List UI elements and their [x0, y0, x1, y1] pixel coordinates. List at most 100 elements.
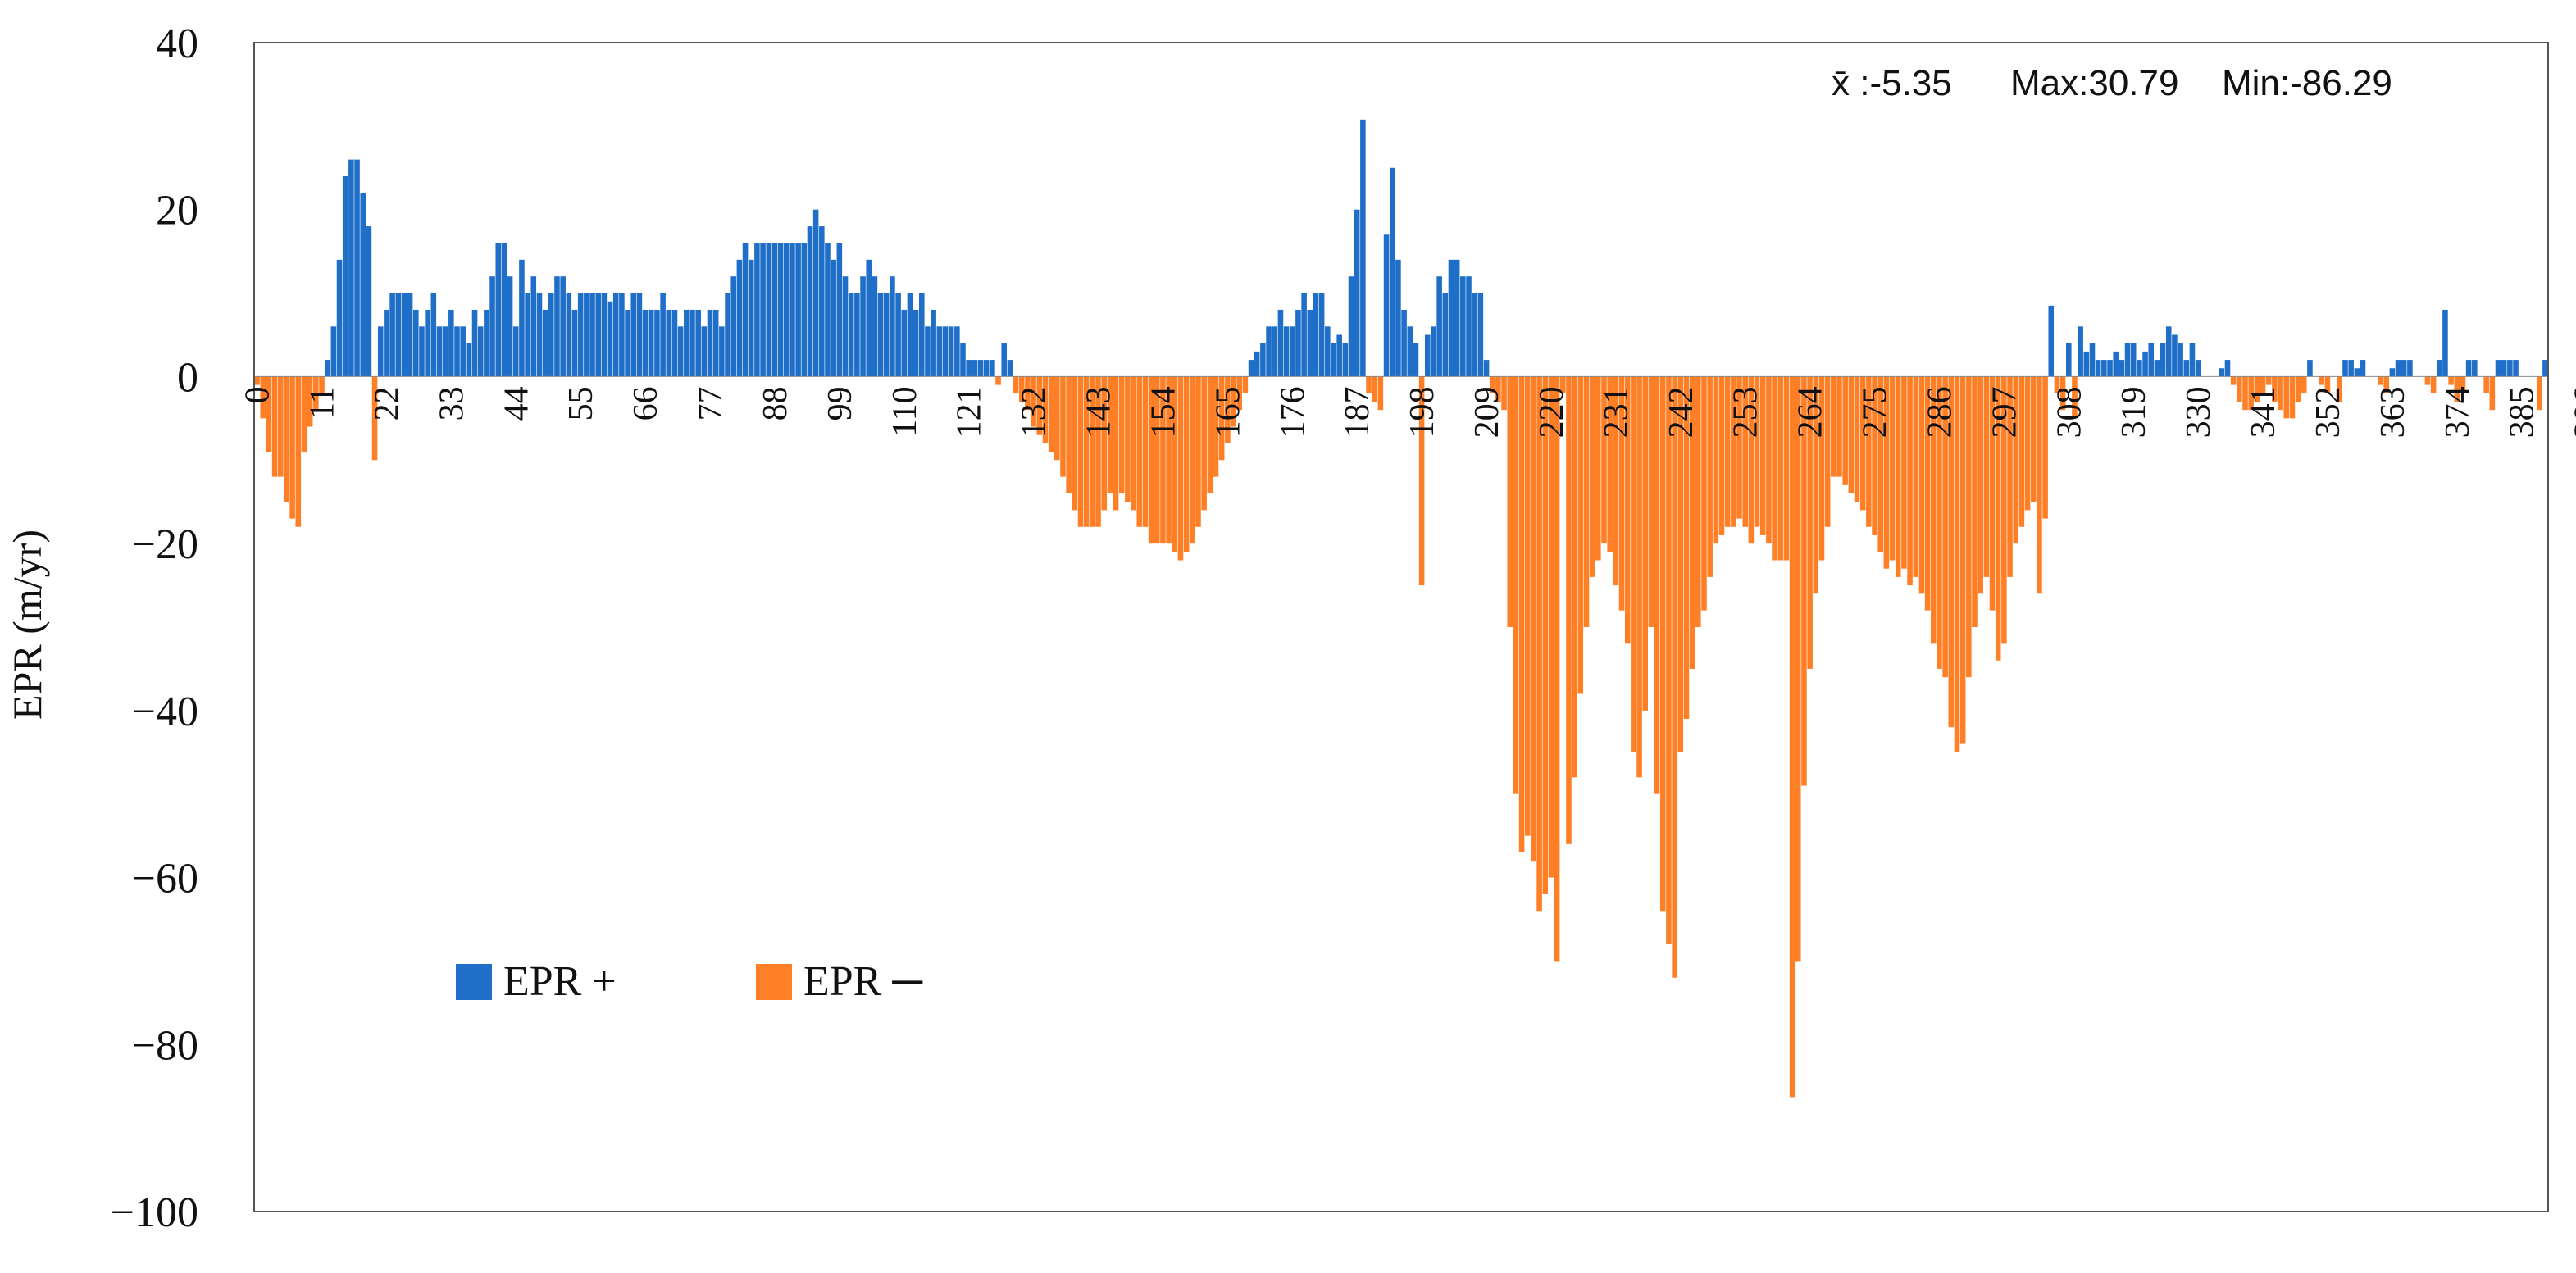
bar-negative: [1854, 376, 1860, 502]
bar-positive: [636, 293, 643, 377]
bar-positive: [707, 309, 713, 377]
x-tick-label: 44: [498, 386, 535, 421]
bar-negative: [1377, 376, 1384, 411]
bar-negative: [1066, 376, 1072, 494]
bar-positive: [1295, 309, 1301, 377]
bar-negative: [1754, 376, 1760, 527]
bar-positive: [571, 309, 578, 377]
bar-positive: [866, 259, 872, 377]
bar-positive: [512, 326, 519, 377]
bar-positive: [2342, 360, 2348, 377]
bar-negative: [278, 376, 284, 477]
bar-positive: [983, 360, 990, 377]
bar-negative: [1824, 376, 1831, 527]
y-tick-label: −40: [132, 689, 198, 735]
bar-positive: [2066, 343, 2072, 377]
bar-negative: [1695, 376, 1701, 627]
bar-negative: [1183, 376, 1190, 552]
bar-negative: [1877, 376, 1883, 552]
x-tick-label: 242: [1663, 386, 1700, 438]
bar-negative: [1524, 376, 1531, 836]
bar-positive: [407, 293, 413, 377]
bar-negative: [2013, 376, 2018, 544]
bar-negative: [2383, 376, 2389, 393]
bar-negative: [1995, 376, 2001, 661]
bar-positive: [742, 243, 749, 377]
bar-positive: [389, 293, 395, 377]
bar-negative: [1131, 376, 1136, 511]
y-tick-label: −60: [132, 856, 198, 902]
bar-negative: [2230, 376, 2237, 385]
bar-positive: [831, 259, 836, 377]
stats-mean: x̄ :-5.35: [1832, 63, 1952, 103]
bar-negative: [1566, 376, 1572, 844]
bar-positive: [1001, 343, 1008, 377]
y-tick-label: −100: [111, 1189, 198, 1236]
bar-negative: [1190, 376, 1195, 544]
bar-negative: [1489, 376, 1495, 393]
legend-label-positive: EPR +: [503, 958, 617, 1005]
bar-negative: [1818, 376, 1825, 561]
bar-negative: [1748, 376, 1755, 544]
bar-positive: [519, 259, 525, 377]
bar-positive: [966, 360, 972, 377]
bar-positive: [790, 243, 795, 377]
bar-positive: [2101, 360, 2107, 377]
bar-negative: [1724, 376, 1731, 527]
bar-negative: [1937, 376, 1942, 669]
bar-negative: [1090, 376, 1095, 527]
bar-negative: [2430, 376, 2437, 393]
bar-positive: [630, 293, 637, 377]
bar-positive: [2089, 343, 2096, 377]
bar-positive: [1442, 293, 1449, 377]
bar-positive: [2183, 360, 2190, 377]
bar-positive: [442, 326, 448, 377]
bar-negative: [1048, 376, 1054, 452]
bar-negative: [1601, 376, 1607, 544]
bar-negative: [1572, 376, 1577, 778]
bar-positive: [654, 309, 660, 377]
bar-positive: [2048, 305, 2055, 377]
bar-positive: [2442, 309, 2448, 377]
bar-negative: [1613, 376, 1619, 586]
x-tick-label: 330: [2180, 386, 2218, 438]
bar-positive: [2124, 343, 2131, 377]
bars-layer: [254, 119, 2548, 1098]
bar-positive: [925, 326, 931, 377]
bar-positive: [771, 243, 778, 377]
bar-positive: [860, 276, 866, 377]
bar-negative: [1772, 376, 1777, 561]
bar-negative: [2260, 376, 2266, 393]
bar-positive: [836, 243, 843, 377]
x-tick-label: 33: [433, 386, 471, 421]
bar-positive: [2195, 360, 2201, 377]
bar-negative: [1895, 376, 1901, 577]
bar-positive: [1472, 293, 1477, 377]
bar-negative: [1801, 376, 1807, 786]
bar-positive: [977, 360, 984, 377]
bar-negative: [1942, 376, 1948, 678]
bar-negative: [1025, 376, 1031, 411]
bar-positive: [2307, 360, 2313, 377]
bar-negative: [1154, 376, 1160, 544]
bar-positive: [1331, 343, 1336, 377]
bar-positive: [1401, 309, 1407, 377]
bar-negative: [284, 376, 289, 502]
bar-negative: [2242, 376, 2248, 411]
bar-positive: [2389, 368, 2396, 377]
bar-positive: [754, 243, 760, 377]
bar-positive: [1248, 360, 1254, 377]
bar-negative: [995, 376, 1001, 385]
bar-negative: [295, 376, 302, 527]
x-tick-label: 99: [821, 386, 859, 421]
bar-positive: [677, 326, 684, 377]
x-tick-label: 66: [627, 386, 665, 421]
bar-negative: [2319, 376, 2325, 385]
bar-positive: [2542, 360, 2548, 377]
bar-positive: [1283, 326, 1290, 377]
x-axis-ticks: 0 11 22 33 44 55 66 77 88 99 110 121 132 143 154 165 176…: [239, 386, 2576, 438]
bar-negative: [1866, 376, 1872, 527]
bar-negative: [2007, 376, 2013, 577]
bar-negative: [2454, 376, 2460, 402]
